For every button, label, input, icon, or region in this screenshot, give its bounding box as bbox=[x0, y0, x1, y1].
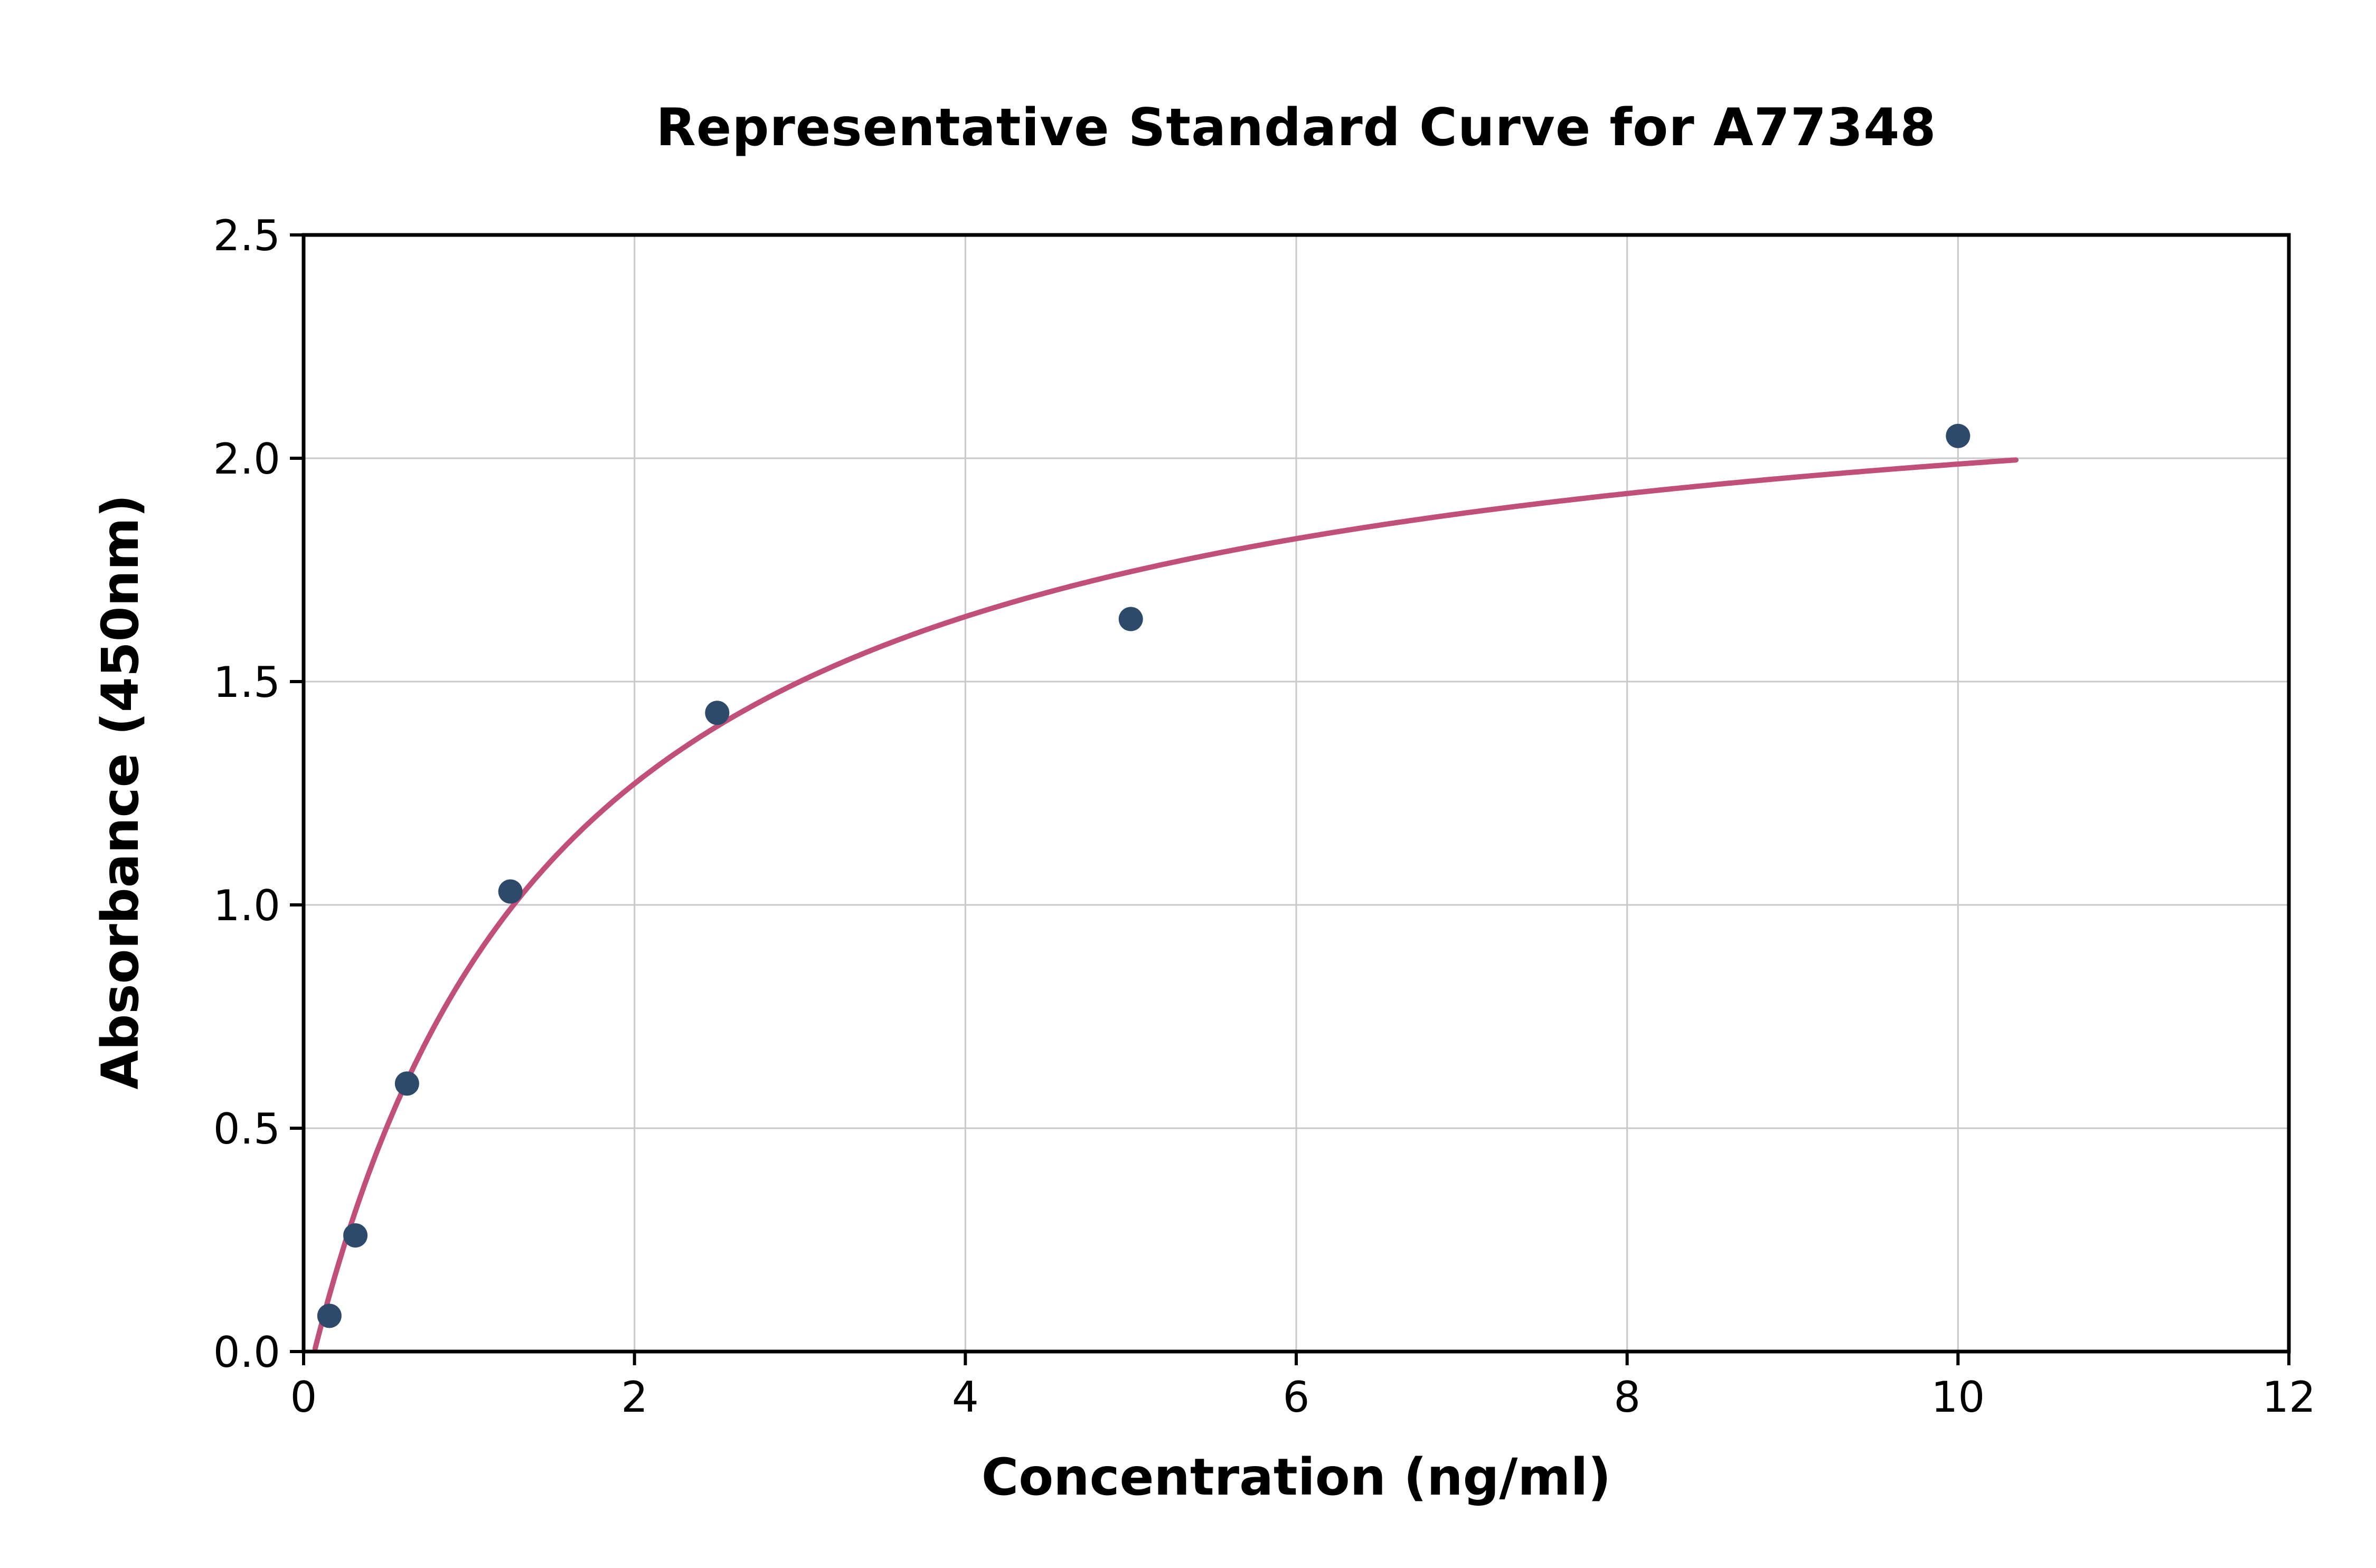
data-point bbox=[343, 1223, 368, 1248]
y-tick-label: 1.0 bbox=[213, 881, 280, 930]
x-tick-label: 12 bbox=[2262, 1373, 2316, 1422]
x-axis-label: Concentration (ng/ml) bbox=[981, 1448, 1611, 1507]
plot-border bbox=[301, 233, 2291, 1354]
y-tick-label: 2.5 bbox=[213, 211, 280, 260]
data-point bbox=[394, 1071, 419, 1096]
y-tick-label: 1.5 bbox=[213, 658, 280, 707]
data-point bbox=[498, 879, 523, 904]
x-tick-label: 8 bbox=[1614, 1373, 1640, 1422]
data-point bbox=[1118, 607, 1143, 631]
y-axis-label: Absorbance (450nm) bbox=[91, 494, 150, 1090]
data-point bbox=[705, 701, 730, 725]
y-tick-label: 2.0 bbox=[213, 434, 280, 484]
x-tick-label: 4 bbox=[952, 1373, 979, 1422]
x-tick-label: 10 bbox=[1931, 1373, 1985, 1422]
chart-title: Representative Standard Curve for A77348 bbox=[656, 98, 1937, 158]
x-tick-label: 2 bbox=[621, 1373, 648, 1422]
data-point bbox=[317, 1303, 342, 1328]
fit-curve bbox=[312, 457, 2019, 1352]
x-tick-label: 0 bbox=[290, 1373, 317, 1422]
y-tick-label: 0.0 bbox=[213, 1328, 280, 1377]
y-tick-label: 0.5 bbox=[213, 1104, 280, 1154]
data-point bbox=[1946, 423, 1970, 448]
x-tick-label: 6 bbox=[1283, 1373, 1310, 1422]
